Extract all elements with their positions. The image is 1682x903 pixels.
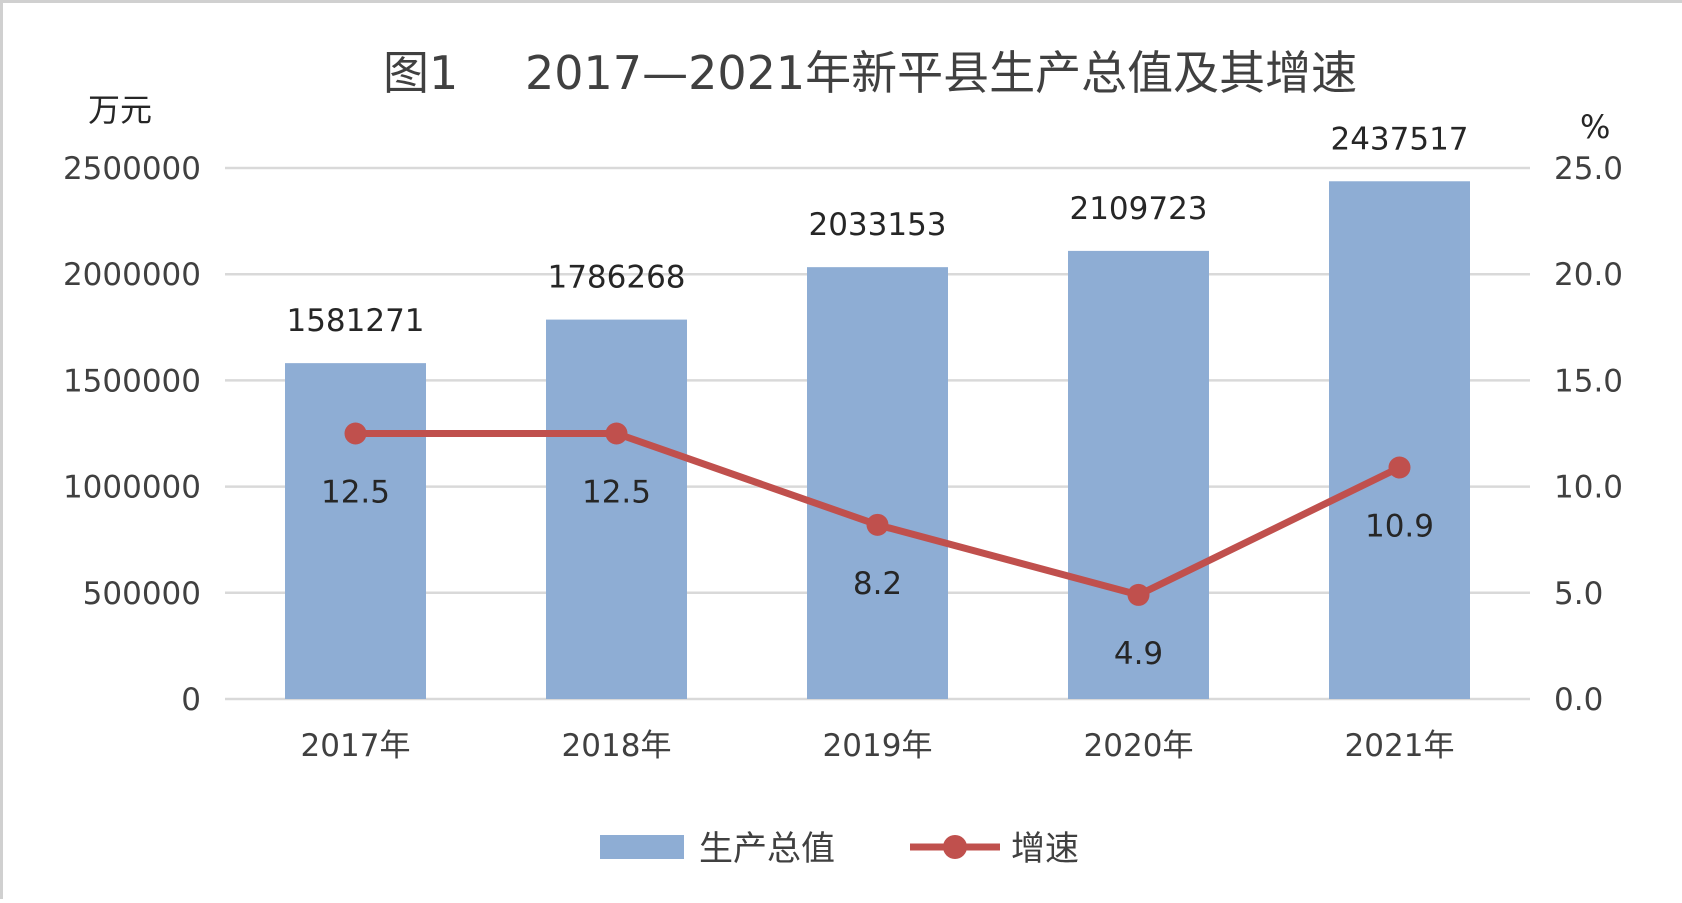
bar xyxy=(807,267,948,699)
right-axis-ticks: 0.0 5.0 10.0 15.0 20.0 25.0 xyxy=(1554,151,1623,718)
right-tick-label: 15.0 xyxy=(1554,363,1623,399)
left-axis-unit: 万元 xyxy=(88,91,152,129)
bar-value-label: 1786268 xyxy=(547,260,685,296)
chart-title-figure-number: 图1 xyxy=(383,46,458,100)
growth-value-label: 12.5 xyxy=(582,475,651,511)
category-label: 2021年 xyxy=(1345,728,1455,764)
bar xyxy=(1329,181,1470,700)
growth-value-label: 8.2 xyxy=(853,566,902,602)
bar-data-labels: 1581271 1786268 2033153 2109723 2437517 xyxy=(286,121,1468,339)
bar-series xyxy=(285,181,1470,700)
right-tick-label: 0.0 xyxy=(1554,682,1603,718)
bar xyxy=(546,319,687,699)
category-label: 2017年 xyxy=(301,728,411,764)
chart-canvas: 图1 2017—2021年新平县生产总值及其增速 万元 % 0 500000 100… xyxy=(63,46,1623,869)
legend: 生产总值 增速 xyxy=(600,829,1079,869)
left-tick-label: 0 xyxy=(181,682,201,718)
left-tick-label: 2000000 xyxy=(63,257,201,293)
legend-line-marker xyxy=(943,835,967,859)
bar-value-label: 2437517 xyxy=(1330,121,1468,157)
left-tick-label: 2500000 xyxy=(63,151,201,187)
bar xyxy=(1068,250,1209,699)
growth-value-label: 4.9 xyxy=(1114,636,1163,672)
category-label: 2019年 xyxy=(823,728,933,764)
right-axis-unit: % xyxy=(1580,108,1610,146)
chart-title: 2017—2021年新平县生产总值及其增速 xyxy=(525,46,1357,100)
line-series xyxy=(344,422,1411,606)
right-tick-label: 20.0 xyxy=(1554,257,1623,293)
category-label: 2020年 xyxy=(1084,728,1194,764)
growth-point xyxy=(1127,583,1150,606)
category-axis-labels: 2017年 2018年 2019年 2020年 2021年 xyxy=(301,728,1455,764)
growth-point xyxy=(866,513,889,536)
left-tick-label: 1000000 xyxy=(63,470,201,506)
line-data-labels: 12.5 12.5 8.2 4.9 10.9 xyxy=(321,475,1434,672)
left-tick-label: 500000 xyxy=(83,576,201,612)
bar-value-label: 2033153 xyxy=(808,207,946,243)
left-axis-ticks: 0 500000 1000000 1500000 2000000 2500000 xyxy=(63,151,201,718)
growth-value-label: 10.9 xyxy=(1365,508,1434,544)
growth-point xyxy=(1388,456,1411,479)
bar-value-label: 1581271 xyxy=(286,303,424,339)
legend-label-line: 增速 xyxy=(1011,829,1079,869)
legend-label-bar: 生产总值 xyxy=(699,829,835,869)
category-label: 2018年 xyxy=(562,728,672,764)
bar-value-label: 2109723 xyxy=(1069,191,1207,227)
growth-value-label: 12.5 xyxy=(321,475,390,511)
right-tick-label: 25.0 xyxy=(1554,151,1623,187)
legend-bar-swatch xyxy=(600,835,684,859)
growth-point xyxy=(344,422,367,445)
bar xyxy=(285,363,426,699)
right-tick-label: 10.0 xyxy=(1554,470,1623,506)
growth-point xyxy=(605,422,628,445)
left-tick-label: 1500000 xyxy=(63,363,201,399)
right-tick-label: 5.0 xyxy=(1554,576,1603,612)
